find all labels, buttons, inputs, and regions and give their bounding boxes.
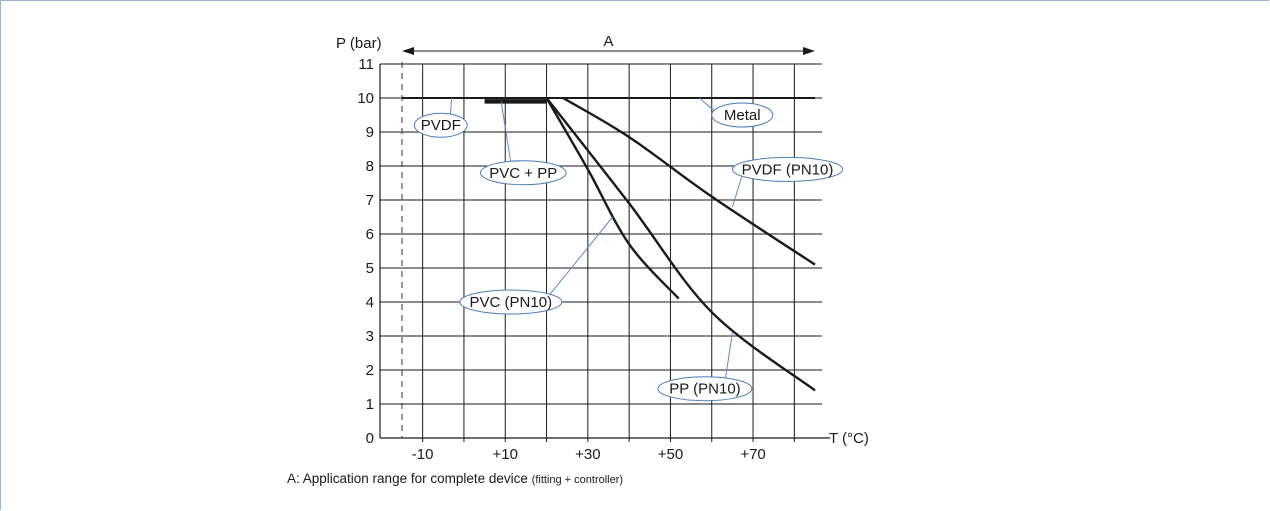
y-tick-label-5: 5: [366, 260, 374, 277]
series-label-0: Metal: [724, 107, 761, 124]
y-tick-label-3: 3: [366, 328, 374, 345]
y-tick-label-4: 4: [366, 294, 374, 311]
label-bubble-1: [413, 112, 468, 138]
label-bubble-2: [479, 160, 567, 186]
y-tick-label-6: 6: [366, 226, 374, 243]
series-label-3: PVDF (PN10): [742, 161, 834, 178]
range-marker: A: [402, 33, 815, 55]
tick-labels: 0 1 2 3 4 5 6 7 8 9 10 11 -10 +10 +30 +50 +70: [357, 56, 765, 463]
x-tick-label-70: +70: [740, 446, 765, 463]
x-tick-label--10: -10: [412, 446, 434, 463]
series-line-3: [562, 96, 816, 266]
label-bubble-0: [711, 102, 774, 128]
series-labels: Metal PVDF PVC + PP PVDF (PN10) PVC (PN10) PP…: [413, 102, 844, 402]
y-tick-label-10: 10: [357, 90, 374, 107]
series-line-4: [545, 97, 680, 300]
series-label-2: PVC + PP: [489, 165, 557, 182]
label-bubble-5: [657, 376, 753, 402]
series-line-5: [545, 97, 816, 392]
series-label-4: PVC (PN10): [470, 294, 553, 311]
series-lines: [402, 96, 816, 392]
label-leader-4: [549, 216, 614, 295]
y-axis-label: P (bar): [336, 35, 382, 52]
y-tick-label-2: 2: [366, 362, 374, 379]
label-bubble-3: [731, 156, 844, 182]
y-tick-label-7: 7: [366, 192, 374, 209]
axes: [379, 64, 830, 439]
x-tick-label-50: +50: [658, 446, 683, 463]
x-tick-label-30: +30: [575, 446, 600, 463]
label-leader-5: [725, 332, 733, 378]
label-leader-2: [500, 101, 512, 162]
range-arrow-right-head: [803, 47, 815, 55]
y-tick-label-1: 1: [366, 396, 374, 413]
y-tick-label-9: 9: [366, 124, 374, 141]
label-leader-3: [731, 175, 743, 207]
label-bubble-4: [459, 289, 563, 315]
caption-note: (fitting + controller): [531, 474, 624, 486]
range-label: A: [603, 33, 613, 50]
y-tick-label-8: 8: [366, 158, 374, 175]
y-tick-label-0: 0: [366, 430, 374, 447]
x-tick-label-10: +10: [493, 446, 518, 463]
series-label-5: PP (PN10): [669, 381, 740, 398]
caption-main: A: Application range for complete device: [287, 471, 528, 486]
x-axis-label: T (°C): [829, 430, 869, 447]
label-leaders: [450, 97, 743, 378]
y-tick-label-11: 11: [358, 56, 374, 73]
range-arrow-left-head: [402, 47, 414, 55]
label-leader-0: [699, 97, 715, 111]
label-leader-1: [450, 97, 453, 115]
caption: A: Application range for complete device…: [287, 471, 623, 486]
series-label-1: PVDF: [421, 117, 461, 134]
